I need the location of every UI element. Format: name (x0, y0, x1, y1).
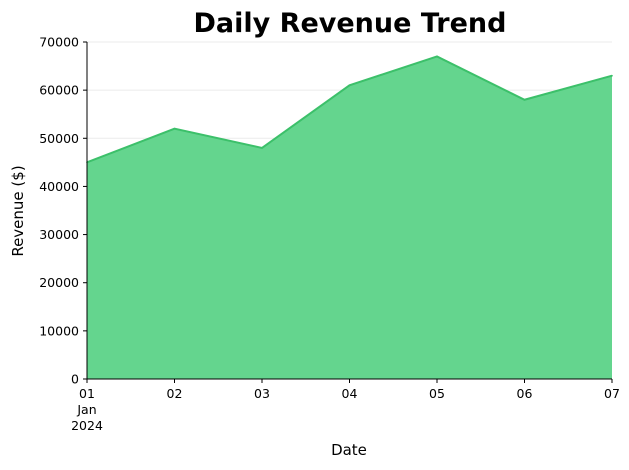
x-tick-label-2: 03 (254, 386, 270, 401)
y-tick-label-3: 30000 (39, 227, 79, 242)
revenue-area (87, 56, 612, 379)
y-tick-label-2: 20000 (39, 275, 79, 290)
x-tick-label-0: 01 Jan 2024 (71, 386, 103, 433)
data-point-4 (436, 55, 438, 58)
y-axis-ticks: 0 10000 20000 30000 40000 50000 60000 70000 (39, 35, 87, 387)
y-tick-label-5: 50000 (39, 131, 79, 146)
data-point-1 (173, 127, 176, 130)
x-tick-label-1: 02 (167, 386, 183, 401)
chart-title: Daily Revenue Trend (194, 8, 507, 39)
y-axis-label: Revenue ($) (9, 165, 27, 256)
data-point-2 (261, 147, 263, 149)
y-tick-label-4: 40000 (39, 179, 79, 194)
y-tick-label-7: 70000 (39, 35, 79, 50)
x-axis-label: Date (331, 441, 367, 459)
x-tick-label-3: 04 (342, 386, 358, 401)
area-series (86, 55, 613, 379)
data-point-6 (611, 74, 613, 77)
y-tick-label-6: 60000 (39, 83, 79, 98)
x-tick-label-4: 05 (429, 386, 445, 401)
y-tick-label-1: 10000 (39, 323, 79, 338)
data-point-3 (348, 84, 351, 87)
data-point-5 (523, 98, 526, 101)
y-tick-label-0: 0 (71, 372, 79, 387)
x-tick-label-5: 06 (517, 386, 533, 401)
x-tick-label-6: 07 (604, 386, 620, 401)
x-axis-ticks: 01 Jan 2024 02 03 04 05 06 07 (71, 379, 620, 433)
